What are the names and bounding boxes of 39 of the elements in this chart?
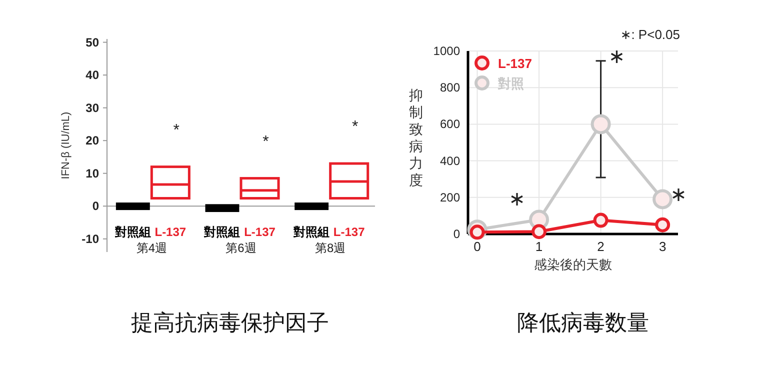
text: 降低病毒数量 — [517, 310, 649, 335]
text: ∗: P<0.05 — [620, 27, 680, 42]
y-tick-label: 20 — [86, 134, 100, 148]
text: L-137 — [154, 225, 186, 239]
text: L-137 — [333, 225, 365, 239]
y-axis-title: IFN-β (IU/mL) — [60, 112, 72, 180]
series-label: 對照組 — [203, 225, 240, 239]
y-tick-label: 800 — [440, 80, 460, 95]
x-axis-title: 感染後的天數 — [534, 257, 612, 272]
y-tick-label: 50 — [86, 35, 100, 50]
annotation: * — [262, 133, 269, 150]
annotation: * — [352, 118, 358, 136]
annotation: * — [173, 122, 180, 139]
y-tick-label: 600 — [440, 117, 460, 132]
text: 對照組 — [114, 225, 151, 239]
annotation: ∗ — [608, 46, 626, 68]
y-tick-label: 1000 — [433, 44, 460, 58]
x-tick-label: 1 — [535, 239, 543, 254]
y-axis-title: 抑制致病力度 — [409, 87, 423, 188]
x-tick-label: 第4週 — [136, 241, 168, 255]
x-tick-label: 第6週 — [226, 241, 256, 255]
text: 對照組 — [294, 225, 330, 239]
annotation: ∗ — [508, 188, 526, 211]
y-tick-label: 200 — [440, 190, 460, 204]
y-tick-label: 400 — [440, 154, 460, 168]
y-tick-label: 30 — [86, 100, 100, 115]
x-tick-label: 0 — [474, 239, 481, 254]
y-tick-label: 10 — [86, 166, 100, 180]
legend-label: L-137 — [498, 56, 532, 71]
x-tick-label: 3 — [658, 239, 666, 254]
x-tick-label: 第8週 — [314, 241, 346, 255]
x-tick-label: 2 — [597, 239, 604, 254]
annotation: ∗ — [670, 184, 687, 206]
y-tick-label: 40 — [86, 68, 100, 82]
text: 提高抗病毒保护因子 — [131, 310, 329, 335]
y-tick-label: 0 — [92, 199, 100, 214]
y-tick-label: -10 — [82, 232, 100, 246]
y-tick-label: 0 — [453, 227, 460, 241]
text: L-137 — [244, 225, 276, 239]
